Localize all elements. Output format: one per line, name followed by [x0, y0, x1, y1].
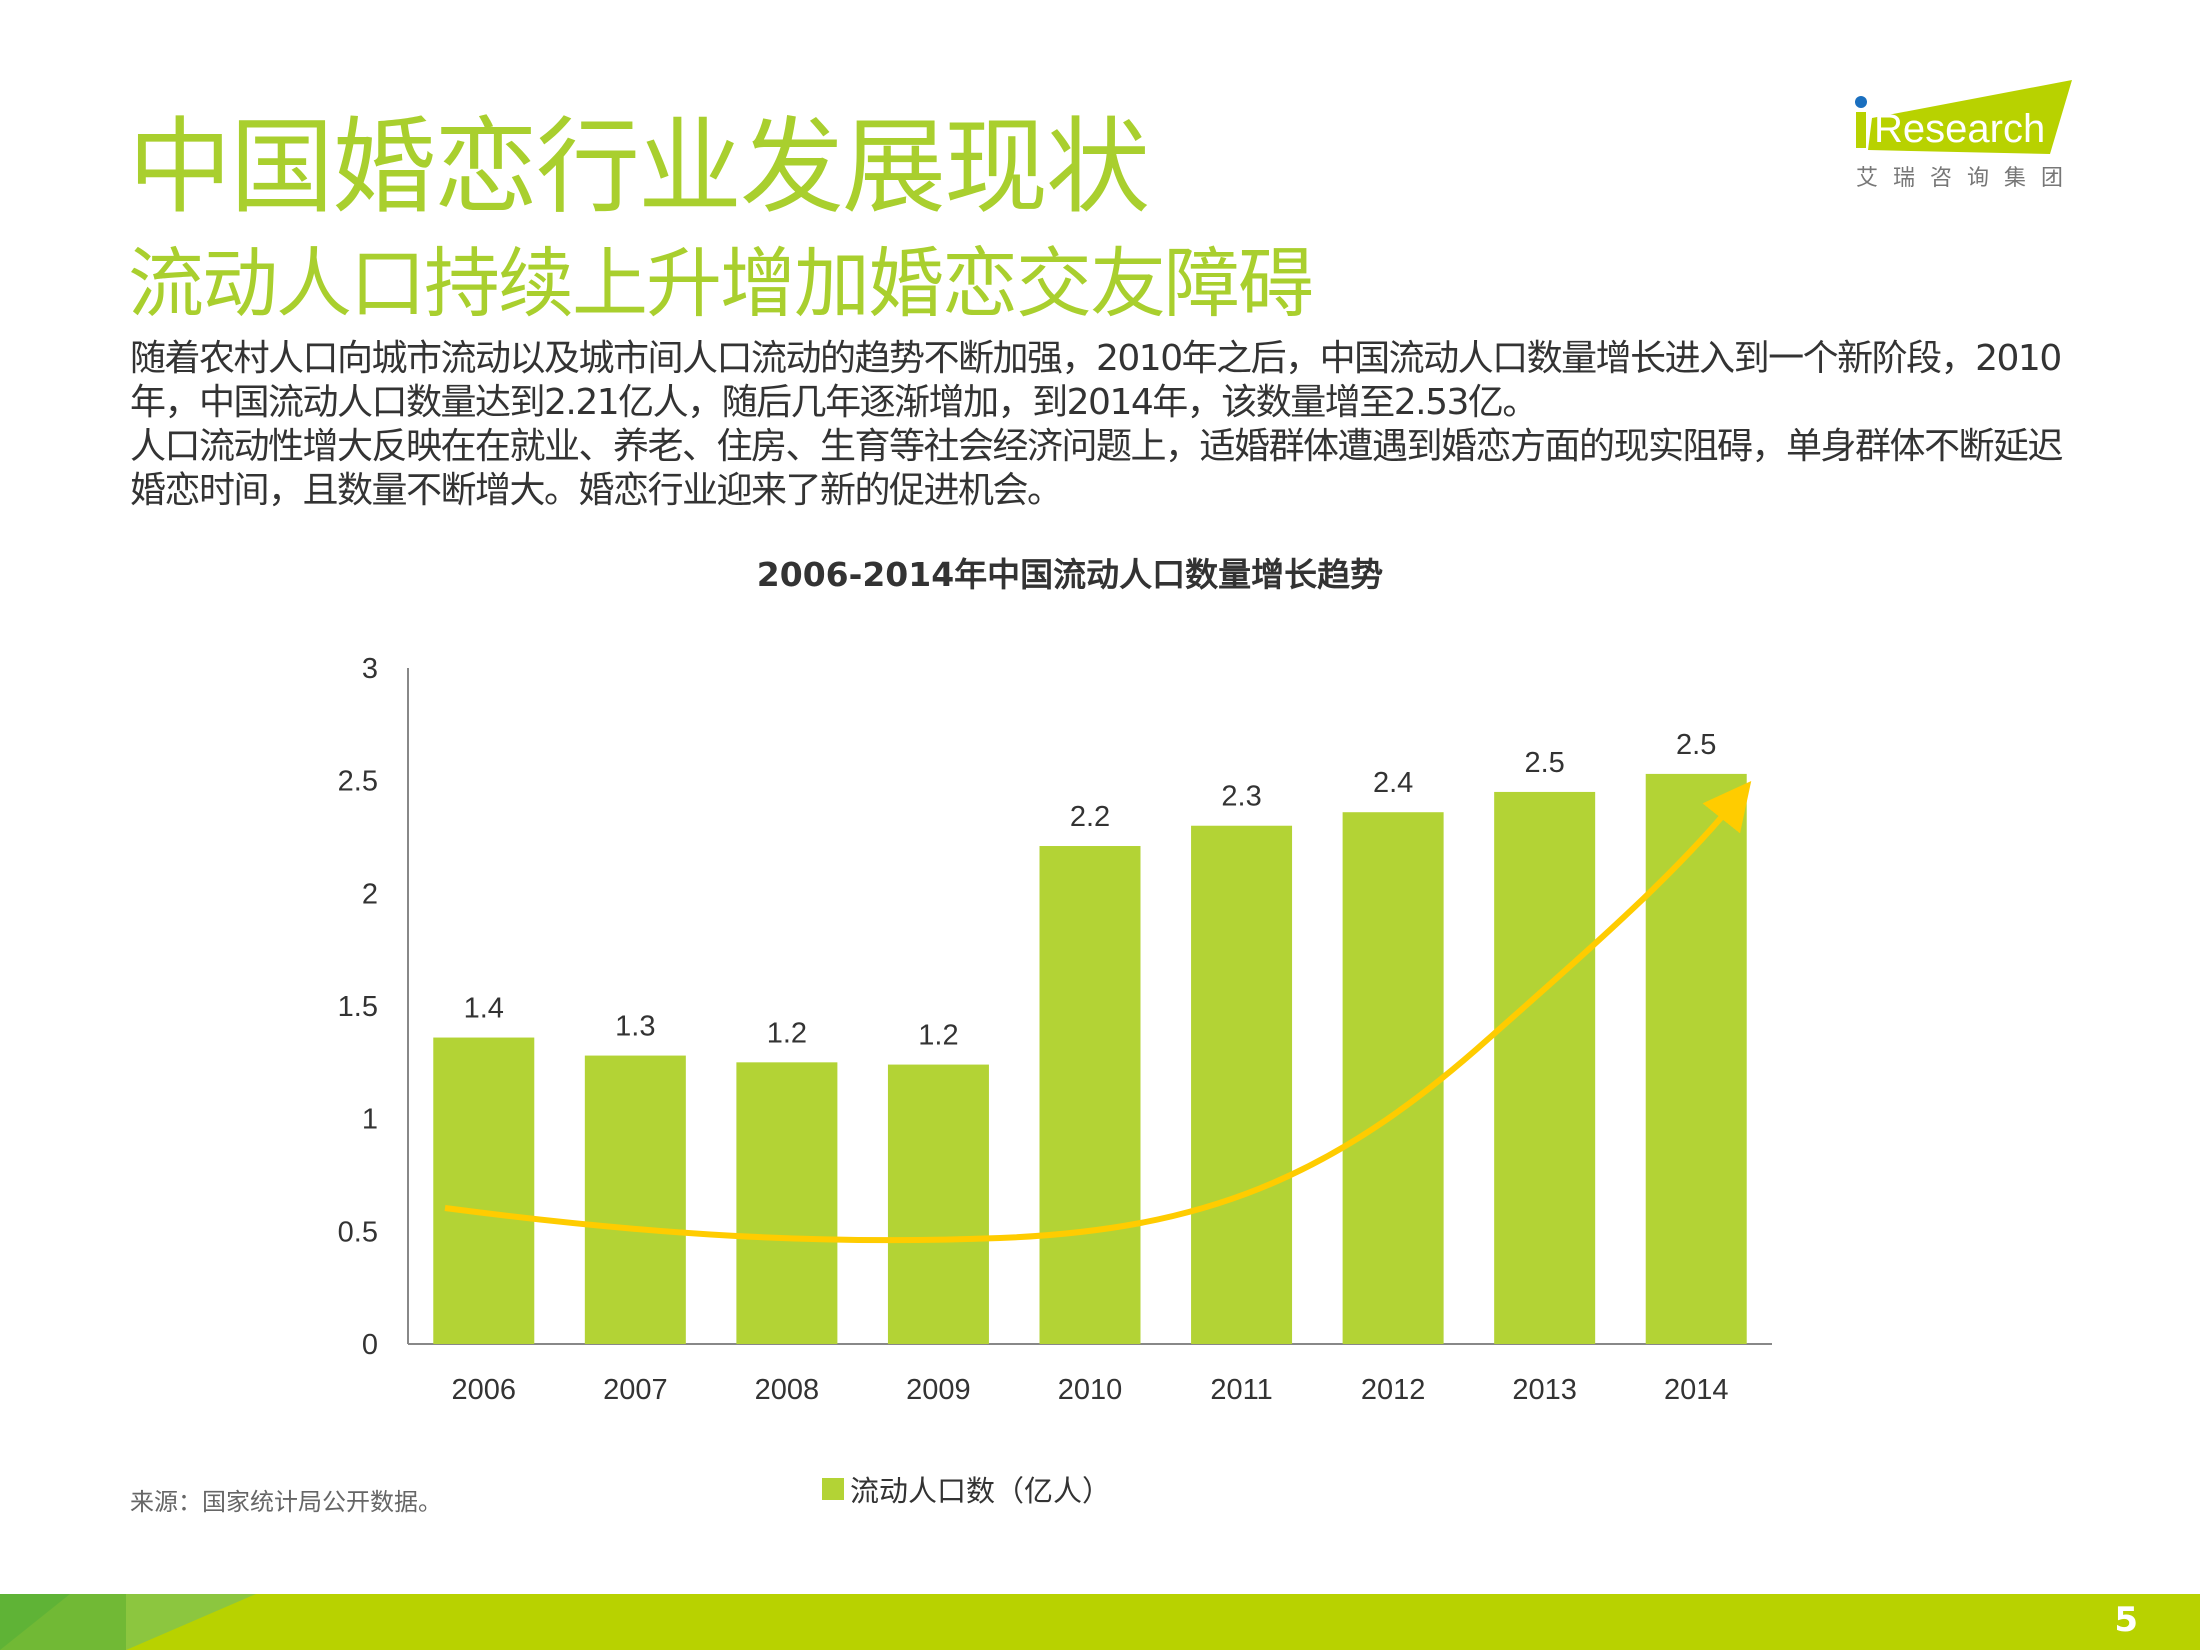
iresearch-logo: Research — [1850, 80, 2080, 190]
x-tick-label: 2009 — [906, 1374, 971, 1406]
logo-chinese-text: 艾瑞咨询集团 — [1856, 166, 2079, 191]
data-label: 1.3 — [615, 1011, 655, 1043]
x-tick-label: 2008 — [755, 1374, 820, 1406]
x-tick-label: 2011 — [1210, 1374, 1272, 1406]
x-tick-label: 2006 — [452, 1374, 517, 1406]
x-tick-label: 2007 — [603, 1374, 668, 1406]
x-tick-label: 2012 — [1361, 1374, 1426, 1406]
data-label: 1.2 — [767, 1017, 807, 1049]
data-label: 1.4 — [464, 993, 504, 1025]
paragraph-2: 人口流动性增大反映在在就业、养老、住房、生育等社会经济问题上，适婚群体遭遇到婚恋… — [130, 426, 2064, 511]
chart-title: 2006-2014年中国流动人口数量增长趋势 — [756, 555, 1384, 594]
description: 随着农村人口向城市流动以及城市间人口流动的趋势不断加强，2010年之后，中国流动… — [130, 337, 2090, 513]
legend: 流动人口数（亿人） — [822, 1468, 1111, 1510]
bar — [736, 1062, 838, 1344]
y-tick-label: 0.5 — [338, 1216, 378, 1248]
data-label: 2.3 — [1221, 781, 1261, 813]
bar — [433, 1037, 535, 1344]
legend-swatch — [822, 1478, 844, 1500]
page-number: 5 — [2114, 1600, 2138, 1640]
bar — [1039, 846, 1141, 1344]
bar — [584, 1055, 686, 1344]
y-tick-label: 0 — [362, 1329, 378, 1361]
y-tick-label: 1.5 — [338, 991, 378, 1023]
x-tick-label: 2014 — [1664, 1374, 1729, 1406]
y-tick-label: 1 — [362, 1104, 378, 1136]
bar — [887, 1064, 989, 1344]
source-note: 来源：国家统计局公开数据。 — [130, 1488, 442, 1516]
y-tick-label: 3 — [362, 653, 378, 685]
x-tick-label: 2010 — [1058, 1374, 1123, 1406]
x-tick-label: 2013 — [1512, 1374, 1577, 1406]
trend-arrow — [444, 780, 1752, 1244]
paragraph-1: 随着农村人口向城市流动以及城市间人口流动的趋势不断加强，2010年之后，中国流动… — [130, 338, 2062, 423]
y-tick-label: 2.5 — [338, 766, 378, 798]
bar — [1645, 773, 1747, 1344]
bar — [1191, 825, 1293, 1344]
footer-band — [0, 1594, 2200, 1650]
data-label: 2.5 — [1676, 729, 1716, 761]
data-label: 1.2 — [918, 1020, 958, 1052]
data-label: 2.4 — [1373, 767, 1413, 799]
svg-text:Research: Research — [1874, 107, 2045, 151]
data-label: 2.2 — [1070, 801, 1110, 833]
page-subtitle: 流动人口持续上升增加婚恋交友障碍 — [128, 239, 1314, 328]
bar — [1494, 791, 1596, 1344]
data-label: 2.5 — [1525, 747, 1565, 779]
bar — [1342, 812, 1444, 1344]
page-title: 中国婚恋行业发展现状 — [128, 106, 1150, 228]
legend-label: 流动人口数（亿人） — [850, 1474, 1112, 1508]
y-tick-label: 2 — [362, 878, 378, 910]
